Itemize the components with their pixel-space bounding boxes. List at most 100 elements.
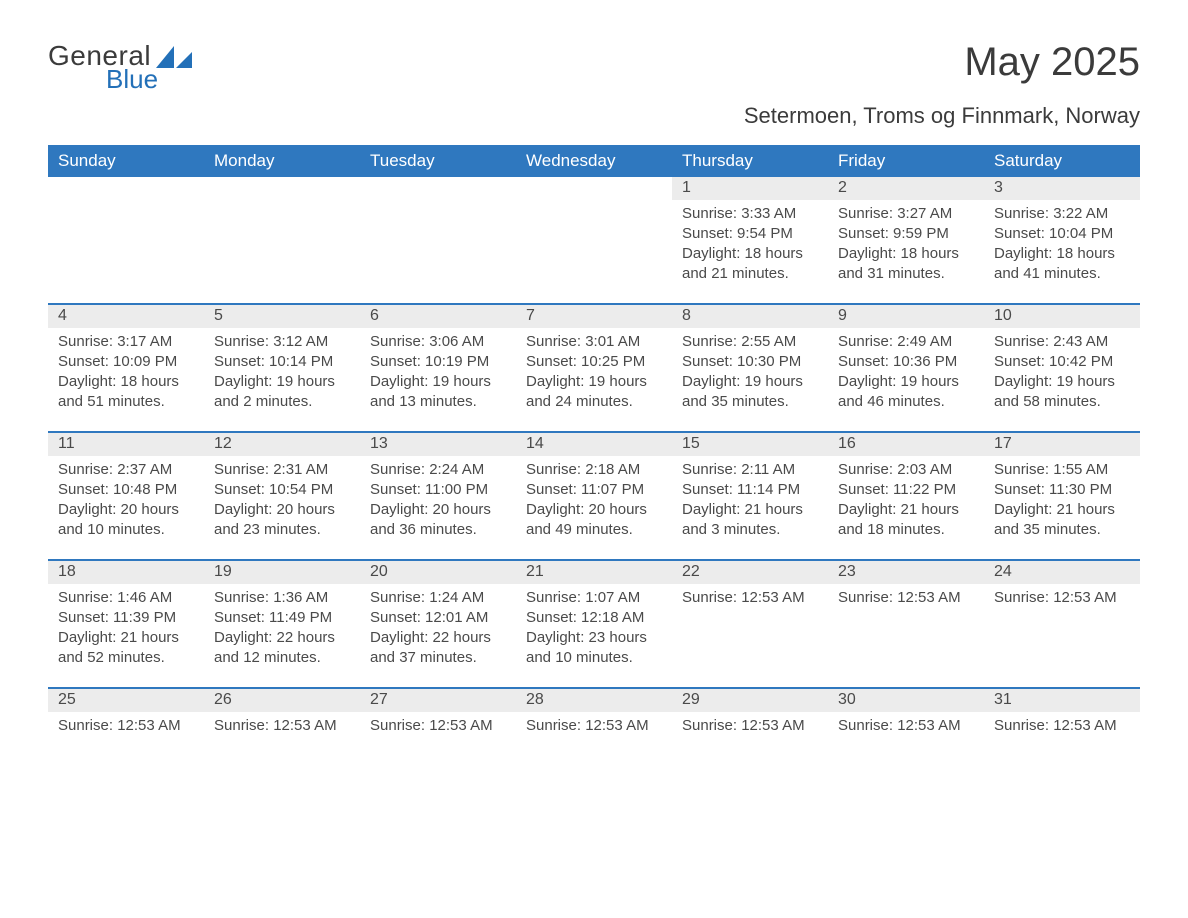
day-number: 17 <box>984 433 1140 456</box>
weekday-header: Tuesday <box>360 145 516 177</box>
day-info-line: Daylight: 18 hours <box>682 244 818 264</box>
day-info-line: and 52 minutes. <box>58 648 194 668</box>
day-info-line: and 31 minutes. <box>838 264 974 284</box>
day-cell <box>48 177 204 303</box>
day-cell: 19Sunrise: 1:36 AMSunset: 11:49 PMDaylig… <box>204 561 360 687</box>
day-info <box>516 200 672 212</box>
day-info-line: Sunrise: 12:53 AM <box>370 716 506 736</box>
day-number: 6 <box>360 305 516 328</box>
day-info-line: and 18 minutes. <box>838 520 974 540</box>
day-info-line: Daylight: 21 hours <box>682 500 818 520</box>
day-info-line: Daylight: 23 hours <box>526 628 662 648</box>
day-info: Sunrise: 12:53 AM <box>48 712 204 744</box>
day-cell: 31Sunrise: 12:53 AM <box>984 689 1140 815</box>
day-info-line: Sunrise: 12:53 AM <box>838 588 974 608</box>
day-cell: 17Sunrise: 1:55 AMSunset: 11:30 PMDaylig… <box>984 433 1140 559</box>
day-cell: 3Sunrise: 3:22 AMSunset: 10:04 PMDayligh… <box>984 177 1140 303</box>
day-info-line: Daylight: 21 hours <box>994 500 1130 520</box>
day-cell <box>516 177 672 303</box>
day-info: Sunrise: 3:12 AMSunset: 10:14 PMDaylight… <box>204 328 360 420</box>
day-cell: 23Sunrise: 12:53 AM <box>828 561 984 687</box>
weeks-container: 1Sunrise: 3:33 AMSunset: 9:54 PMDaylight… <box>48 177 1140 815</box>
day-info-line: Daylight: 20 hours <box>58 500 194 520</box>
day-info-line: Sunrise: 1:24 AM <box>370 588 506 608</box>
day-info-line: Daylight: 18 hours <box>994 244 1130 264</box>
day-info: Sunrise: 12:53 AM <box>204 712 360 744</box>
day-info-line: and 58 minutes. <box>994 392 1130 412</box>
day-info-line: Daylight: 22 hours <box>214 628 350 648</box>
day-cell: 15Sunrise: 2:11 AMSunset: 11:14 PMDaylig… <box>672 433 828 559</box>
day-cell: 2Sunrise: 3:27 AMSunset: 9:59 PMDaylight… <box>828 177 984 303</box>
day-info-line: Sunset: 10:04 PM <box>994 224 1130 244</box>
day-cell: 1Sunrise: 3:33 AMSunset: 9:54 PMDaylight… <box>672 177 828 303</box>
day-info-line: and 51 minutes. <box>58 392 194 412</box>
day-info: Sunrise: 1:46 AMSunset: 11:39 PMDaylight… <box>48 584 204 676</box>
day-cell: 14Sunrise: 2:18 AMSunset: 11:07 PMDaylig… <box>516 433 672 559</box>
day-info: Sunrise: 2:24 AMSunset: 11:00 PMDaylight… <box>360 456 516 548</box>
day-info-line: Sunrise: 12:53 AM <box>214 716 350 736</box>
day-info-line: and 23 minutes. <box>214 520 350 540</box>
day-info-line: Sunrise: 2:43 AM <box>994 332 1130 352</box>
day-info: Sunrise: 12:53 AM <box>672 712 828 744</box>
day-cell: 7Sunrise: 3:01 AMSunset: 10:25 PMDayligh… <box>516 305 672 431</box>
day-cell <box>360 177 516 303</box>
day-number: 7 <box>516 305 672 328</box>
logo-sail-icon <box>156 46 196 70</box>
day-info-line: and 49 minutes. <box>526 520 662 540</box>
day-info-line: and 37 minutes. <box>370 648 506 668</box>
day-info-line: Daylight: 19 hours <box>370 372 506 392</box>
day-info-line: Sunset: 12:18 AM <box>526 608 662 628</box>
day-info-line: Daylight: 18 hours <box>58 372 194 392</box>
day-info-line: and 35 minutes. <box>682 392 818 412</box>
day-info-line: Daylight: 18 hours <box>838 244 974 264</box>
day-cell: 21Sunrise: 1:07 AMSunset: 12:18 AMDaylig… <box>516 561 672 687</box>
day-number: 25 <box>48 689 204 712</box>
day-info: Sunrise: 2:37 AMSunset: 10:48 PMDaylight… <box>48 456 204 548</box>
day-info-line: Daylight: 19 hours <box>838 372 974 392</box>
day-info-line: Sunset: 11:07 PM <box>526 480 662 500</box>
day-info-line: Sunrise: 2:11 AM <box>682 460 818 480</box>
day-info-line: Sunrise: 3:22 AM <box>994 204 1130 224</box>
day-info-line: Sunset: 10:48 PM <box>58 480 194 500</box>
day-info-line: Sunrise: 3:27 AM <box>838 204 974 224</box>
day-info-line: Sunrise: 3:12 AM <box>214 332 350 352</box>
day-info-line: Daylight: 19 hours <box>526 372 662 392</box>
day-info-line: Sunset: 10:36 PM <box>838 352 974 372</box>
logo: General Blue <box>48 40 196 95</box>
day-cell: 22Sunrise: 12:53 AM <box>672 561 828 687</box>
day-info: Sunrise: 2:43 AMSunset: 10:42 PMDaylight… <box>984 328 1140 420</box>
day-info: Sunrise: 2:03 AMSunset: 11:22 PMDaylight… <box>828 456 984 548</box>
day-info-line: Sunrise: 12:53 AM <box>838 716 974 736</box>
day-info-line: and 13 minutes. <box>370 392 506 412</box>
calendar: SundayMondayTuesdayWednesdayThursdayFrid… <box>48 145 1140 815</box>
week-row: 11Sunrise: 2:37 AMSunset: 10:48 PMDaylig… <box>48 431 1140 559</box>
day-info-line: Sunset: 11:22 PM <box>838 480 974 500</box>
day-cell: 27Sunrise: 12:53 AM <box>360 689 516 815</box>
day-info: Sunrise: 2:18 AMSunset: 11:07 PMDaylight… <box>516 456 672 548</box>
day-info-line: and 41 minutes. <box>994 264 1130 284</box>
day-info: Sunrise: 3:27 AMSunset: 9:59 PMDaylight:… <box>828 200 984 292</box>
week-row: 4Sunrise: 3:17 AMSunset: 10:09 PMDayligh… <box>48 303 1140 431</box>
day-info: Sunrise: 1:55 AMSunset: 11:30 PMDaylight… <box>984 456 1140 548</box>
day-info-line: Sunset: 12:01 AM <box>370 608 506 628</box>
day-number: 8 <box>672 305 828 328</box>
day-info-line: Sunset: 11:30 PM <box>994 480 1130 500</box>
day-info: Sunrise: 3:22 AMSunset: 10:04 PMDaylight… <box>984 200 1140 292</box>
day-info: Sunrise: 2:31 AMSunset: 10:54 PMDaylight… <box>204 456 360 548</box>
day-info-line: and 36 minutes. <box>370 520 506 540</box>
day-info: Sunrise: 3:06 AMSunset: 10:19 PMDaylight… <box>360 328 516 420</box>
day-info-line: Daylight: 20 hours <box>370 500 506 520</box>
day-info-line: and 10 minutes. <box>526 648 662 668</box>
day-number: 29 <box>672 689 828 712</box>
day-info-line: Sunset: 11:00 PM <box>370 480 506 500</box>
day-number: 4 <box>48 305 204 328</box>
day-number: 28 <box>516 689 672 712</box>
weekday-header: Wednesday <box>516 145 672 177</box>
day-info-line: Sunrise: 12:53 AM <box>682 716 818 736</box>
day-cell: 18Sunrise: 1:46 AMSunset: 11:39 PMDaylig… <box>48 561 204 687</box>
day-info-line: Sunrise: 12:53 AM <box>526 716 662 736</box>
day-info-line: Sunrise: 2:37 AM <box>58 460 194 480</box>
location-subtitle: Setermoen, Troms og Finnmark, Norway <box>48 103 1140 129</box>
day-info-line: Sunset: 11:14 PM <box>682 480 818 500</box>
day-info: Sunrise: 3:01 AMSunset: 10:25 PMDaylight… <box>516 328 672 420</box>
